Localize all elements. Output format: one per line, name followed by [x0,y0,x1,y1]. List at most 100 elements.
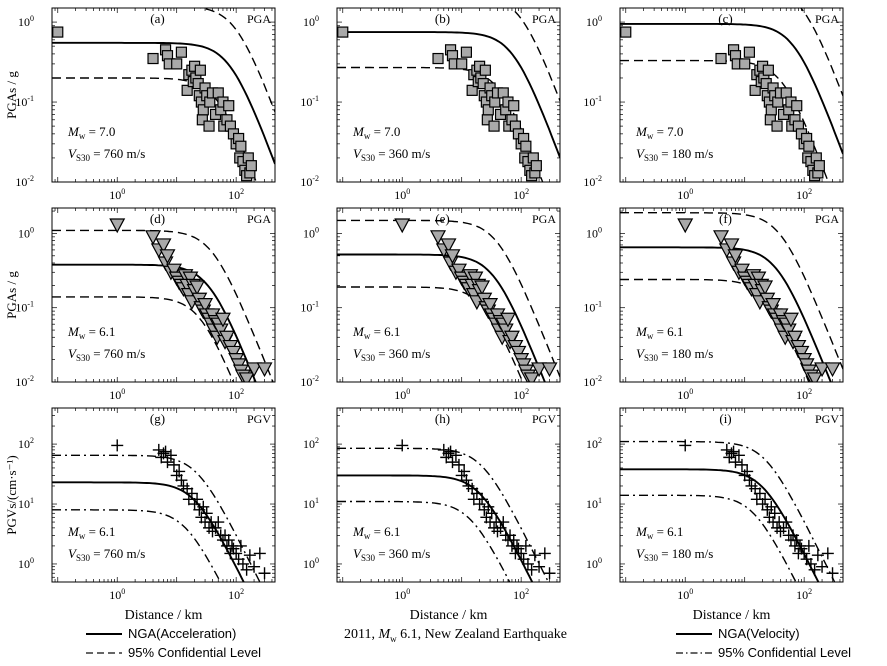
data-point-square [508,100,520,112]
data-point-square [194,64,206,76]
panel-label: (i) [719,411,731,426]
data-point-square [171,58,183,70]
data-point-plus [191,493,204,506]
panel-frame [336,7,561,183]
data-point-plus [743,474,756,487]
y-tick-exponent: 0 [315,14,319,23]
vs30-symbol: V [68,346,78,361]
y-tick-exponent: -2 [27,374,34,383]
x-tick-label: 100 [677,587,693,602]
y-tick-label: 100 [303,556,319,571]
data-point-triangle [430,230,447,246]
panel-metric: PGV [532,412,556,426]
mw-symbol: M [635,324,648,339]
panel-metric: PGA [815,12,839,26]
data-point-triangle [159,249,176,265]
x-tick-label: 102 [796,387,812,402]
data-point-plus [515,547,528,560]
data-point-triangle [814,362,831,378]
vs30-subscript: S30 [644,553,659,563]
vs30-value: = 360 m/s [375,546,430,561]
mw-symbol: M [635,524,648,539]
legend-velocity: NGA(Velocity) 95% Confidential Level [676,624,851,662]
y-tick-label: 102 [303,436,319,451]
panel-metric: PGA [532,12,556,26]
data-point-square [520,140,532,152]
data-point-plus [240,563,253,576]
data-point-triangle [497,323,514,339]
mw-value: = 6.1 [370,324,400,339]
y-tick-label: 102 [18,436,34,451]
legend-velocity-model-label: NGA(Velocity) [718,626,800,641]
vs30-subscript: S30 [76,553,91,563]
figure-caption: 2011, Mw 6.1, New Zealand Earthquake [344,627,567,644]
data-point-plus [243,549,256,562]
legend-solid-line-icon [86,632,122,635]
y-tick-exponent: -1 [595,94,602,103]
data-point-plus [466,482,479,495]
data-point-square [203,120,215,132]
legend-velocity-ci-label: 95% Confidential Level [718,645,851,660]
data-point-triangle [444,249,461,265]
magnitude-annotation: Mw = 6.1 [67,324,115,341]
y-tick-label: 100 [586,225,602,240]
x-tick-exponent: 2 [240,587,244,596]
mw-value: = 6.1 [653,524,683,539]
y-tick-exponent: -2 [312,374,319,383]
mw-subscript: w [79,331,86,341]
data-point-square [212,87,224,99]
y-tick-exponent: -1 [595,300,602,309]
data-point-triangle [440,238,457,254]
data-point-plus [212,516,225,529]
vs30-annotation: VS30 = 360 m/s [353,346,430,363]
x-tick-exponent: 0 [689,187,693,196]
data-point-triangle [155,238,172,254]
x-tick-label: 100 [677,187,693,202]
x-axis-label: Distance / km [693,608,771,623]
vs30-subscript: S30 [76,353,91,363]
data-point-triangle [214,312,231,328]
vs30-annotation: VS30 = 360 m/s [353,146,430,163]
data-point-square [235,140,247,152]
data-point-plus [470,487,483,500]
data-point-plus [811,549,824,562]
data-point-square [52,26,64,38]
panel-f: 100 102 10-2 10-1 100 (f) PGA Mw = 6.1 VS30 = 18… [583,207,844,402]
y-tick-exponent: 2 [30,436,34,445]
data-point-plus [798,547,811,560]
x-tick-label: 102 [796,587,812,602]
data-point-plus [735,458,748,471]
legend-acceleration: NGA(Acceleration) 95% Confidential Level [86,624,261,662]
data-point-triangle [499,312,516,328]
y-tick-label: 100 [586,14,602,29]
y-tick-label: 10-2 [583,374,602,389]
x-axis-label: Distance / km [125,608,203,623]
legend-acceleration-ci-label: 95% Confidential Level [128,645,261,660]
data-point-plus [759,493,772,506]
mw-symbol: M [67,524,80,539]
mw-value: = 7.0 [85,124,115,139]
data-point-plus [802,539,815,552]
data-point-triangle [182,271,199,287]
data-point-square [739,58,751,70]
data-point-triangle [727,249,744,265]
panel-label: (d) [150,211,165,226]
y-axis-label: PGVs/(cm·s⁻¹) [4,455,19,534]
data-point-plus [528,549,541,562]
caption-mw-symbol: M [378,627,391,642]
data-point-square [223,100,235,112]
y-tick-label: 100 [18,14,34,29]
x-tick-exponent: 0 [121,387,125,396]
data-point-triangle [109,218,126,234]
vs30-symbol: V [353,146,363,161]
vs30-symbol: V [636,546,646,561]
y-tick-label: 10-1 [300,300,319,315]
panel-frame [619,407,844,583]
data-point-plus [512,542,525,555]
data-points [111,439,271,580]
x-tick-label: 102 [513,387,529,402]
data-point-plus [157,447,170,460]
median-prediction-curve [620,22,843,155]
panel-frame [51,207,276,383]
